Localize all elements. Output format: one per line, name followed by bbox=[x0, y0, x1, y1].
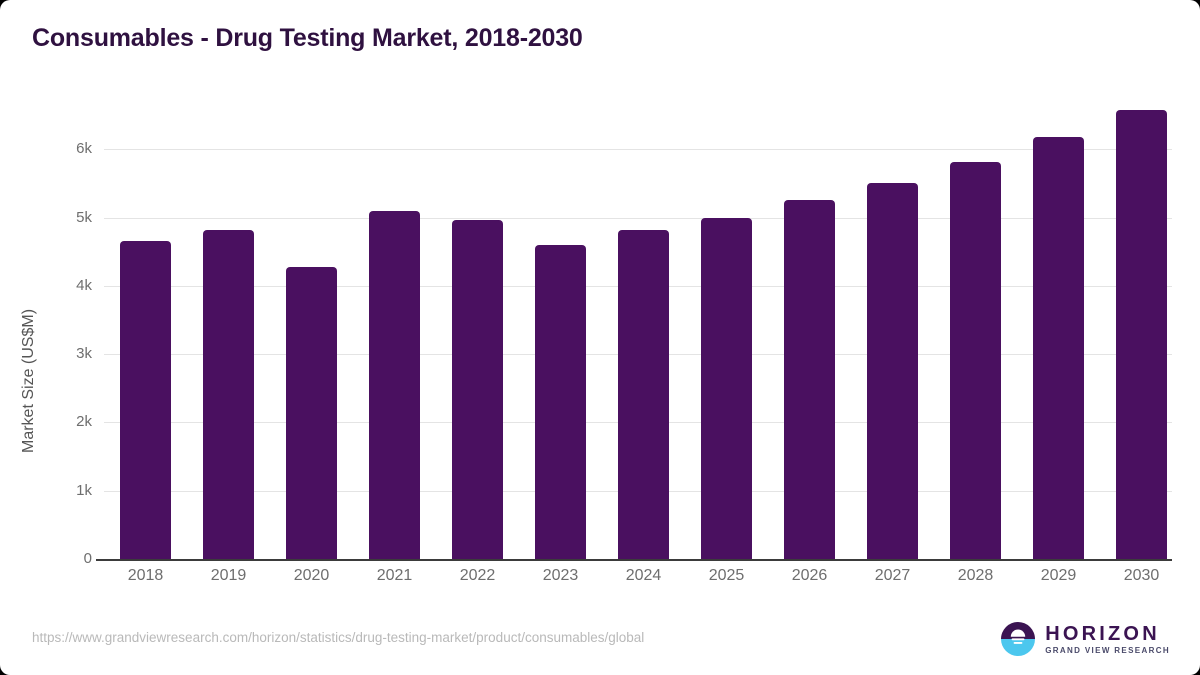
bar-2029[interactable] bbox=[1033, 136, 1084, 559]
x-tick-label-2019: 2019 bbox=[210, 567, 247, 584]
y-tick-label: 3k bbox=[76, 345, 92, 363]
source-url[interactable]: https://www.grandviewresearch.com/horizo… bbox=[32, 630, 645, 645]
x-tick-label-2023: 2023 bbox=[542, 567, 579, 584]
bar-2023[interactable] bbox=[535, 244, 586, 559]
bar-2028[interactable] bbox=[950, 161, 1001, 559]
x-tick-label-2024: 2024 bbox=[625, 567, 662, 584]
gridline bbox=[104, 149, 1172, 151]
bar-2019[interactable] bbox=[203, 230, 254, 559]
bar-2027[interactable] bbox=[867, 183, 918, 559]
x-tick-label-2029: 2029 bbox=[1040, 567, 1077, 584]
y-tick-label: 1k bbox=[76, 481, 92, 499]
gridline bbox=[104, 217, 1172, 219]
x-tick-label-2030: 2030 bbox=[1123, 567, 1160, 584]
horizon-sun-icon bbox=[1001, 622, 1036, 656]
bar-2021[interactable] bbox=[369, 211, 420, 559]
bar-2022[interactable] bbox=[452, 220, 503, 559]
x-tick-label-2025: 2025 bbox=[708, 567, 745, 584]
x-tick-label-2027: 2027 bbox=[874, 567, 911, 584]
page-title: Consumables - Drug Testing Market, 2018-… bbox=[32, 24, 583, 52]
x-tick-label-2021: 2021 bbox=[376, 567, 413, 584]
x-tick-label-2018: 2018 bbox=[127, 567, 164, 584]
bar-2030[interactable] bbox=[1116, 110, 1167, 559]
x-tick-label-2028: 2028 bbox=[957, 567, 994, 584]
bar-2018[interactable] bbox=[120, 241, 171, 559]
y-tick-label: 0 bbox=[83, 550, 92, 567]
bar-2025[interactable] bbox=[701, 217, 752, 559]
logo-tagline: GRAND VIEW RESEARCH bbox=[1045, 645, 1170, 655]
horizon-logo[interactable]: HORIZON GRAND VIEW RESEARCH bbox=[1000, 619, 1170, 659]
x-axis-line bbox=[96, 559, 1172, 561]
bar-2026[interactable] bbox=[784, 199, 835, 559]
y-tick-label: 2k bbox=[76, 413, 92, 431]
y-tick-label: 4k bbox=[76, 276, 92, 294]
x-tick-label-2026: 2026 bbox=[791, 567, 828, 584]
x-tick-label-2020: 2020 bbox=[293, 567, 330, 584]
bar-2020[interactable] bbox=[286, 267, 337, 559]
y-tick-label: 5k bbox=[76, 208, 92, 226]
logo-text: HORIZON GRAND VIEW RESEARCH bbox=[1045, 624, 1170, 655]
logo-wordmark: HORIZON bbox=[1045, 622, 1160, 645]
bar-2024[interactable] bbox=[618, 230, 669, 559]
x-tick-label-2022: 2022 bbox=[459, 567, 496, 584]
y-tick-label: 6k bbox=[76, 140, 92, 158]
